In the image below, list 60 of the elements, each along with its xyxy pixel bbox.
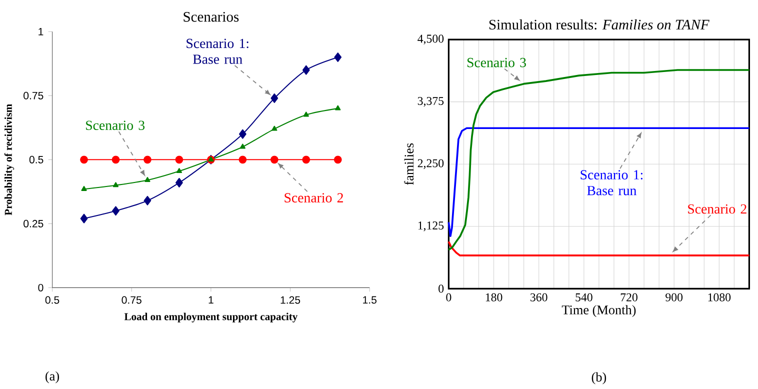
x-axis-title: Load on employment support capacity bbox=[124, 312, 298, 323]
x-tick-label: 720 bbox=[620, 293, 638, 302]
y-tick-label: 2,250 bbox=[418, 159, 444, 170]
point bbox=[144, 196, 152, 206]
x-tick-label: 360 bbox=[530, 293, 548, 302]
point bbox=[270, 94, 278, 104]
text: Scenario 2 bbox=[688, 204, 746, 214]
x-tick-label: 180 bbox=[486, 293, 502, 302]
point bbox=[176, 168, 182, 174]
x-tick-label: 1080 bbox=[708, 293, 731, 302]
point bbox=[302, 156, 310, 164]
y-tick-label: 4,500 bbox=[418, 34, 444, 45]
y-tick-label: 0.25 bbox=[24, 220, 44, 228]
x-tick-label: 0.5 bbox=[45, 296, 60, 304]
x-tick-label: 0.75 bbox=[122, 296, 142, 304]
point bbox=[112, 206, 120, 216]
point bbox=[80, 214, 88, 224]
y-tick-label: 0 bbox=[438, 284, 444, 293]
y-tick-label: 0.5 bbox=[29, 156, 44, 164]
text: Scenario 1: Base run bbox=[186, 38, 248, 64]
x-tick-label: 540 bbox=[576, 293, 592, 302]
point bbox=[334, 156, 342, 164]
point bbox=[238, 129, 246, 139]
y-tick-label: 0 bbox=[38, 284, 44, 292]
y-axis-title: families bbox=[404, 144, 414, 186]
y-tick-label: 3,375 bbox=[418, 97, 444, 107]
text: (b) bbox=[592, 372, 606, 384]
point bbox=[302, 65, 310, 75]
point bbox=[81, 186, 87, 192]
point bbox=[144, 177, 150, 182]
y-axis-title: Probability of recidivism bbox=[4, 104, 14, 216]
x-tick-label: 900 bbox=[666, 293, 683, 302]
point bbox=[112, 182, 119, 188]
x-axis-title: Time (Month) bbox=[562, 305, 636, 318]
point bbox=[240, 144, 246, 149]
text: (a) bbox=[46, 371, 60, 384]
point bbox=[303, 112, 309, 117]
text: Scenario 3 bbox=[86, 120, 145, 130]
x-tick-label: 0 bbox=[446, 293, 452, 302]
text: Scenario 1: Base run bbox=[580, 170, 643, 196]
x-tick-label: 1.25 bbox=[280, 296, 300, 304]
point bbox=[335, 105, 341, 110]
point bbox=[144, 156, 152, 164]
point bbox=[272, 126, 278, 131]
point bbox=[270, 156, 278, 164]
series-label: Scenario 3 bbox=[467, 58, 526, 68]
y-tick-label: 0.75 bbox=[24, 92, 44, 100]
x-tick-label: 1 bbox=[208, 296, 214, 304]
point bbox=[112, 156, 120, 164]
point bbox=[334, 52, 342, 62]
chart-title: Scenarios bbox=[184, 12, 239, 22]
y-tick-label: 1,125 bbox=[418, 222, 444, 232]
point bbox=[176, 178, 183, 188]
text: Scenario 2 bbox=[284, 193, 343, 203]
y-tick-label: 1 bbox=[38, 28, 44, 36]
x-tick-label: 1.5 bbox=[363, 296, 376, 304]
point bbox=[80, 156, 88, 164]
point bbox=[238, 156, 247, 164]
chart-title: Simulation results: Families on TANF bbox=[489, 20, 710, 30]
point bbox=[175, 156, 184, 164]
